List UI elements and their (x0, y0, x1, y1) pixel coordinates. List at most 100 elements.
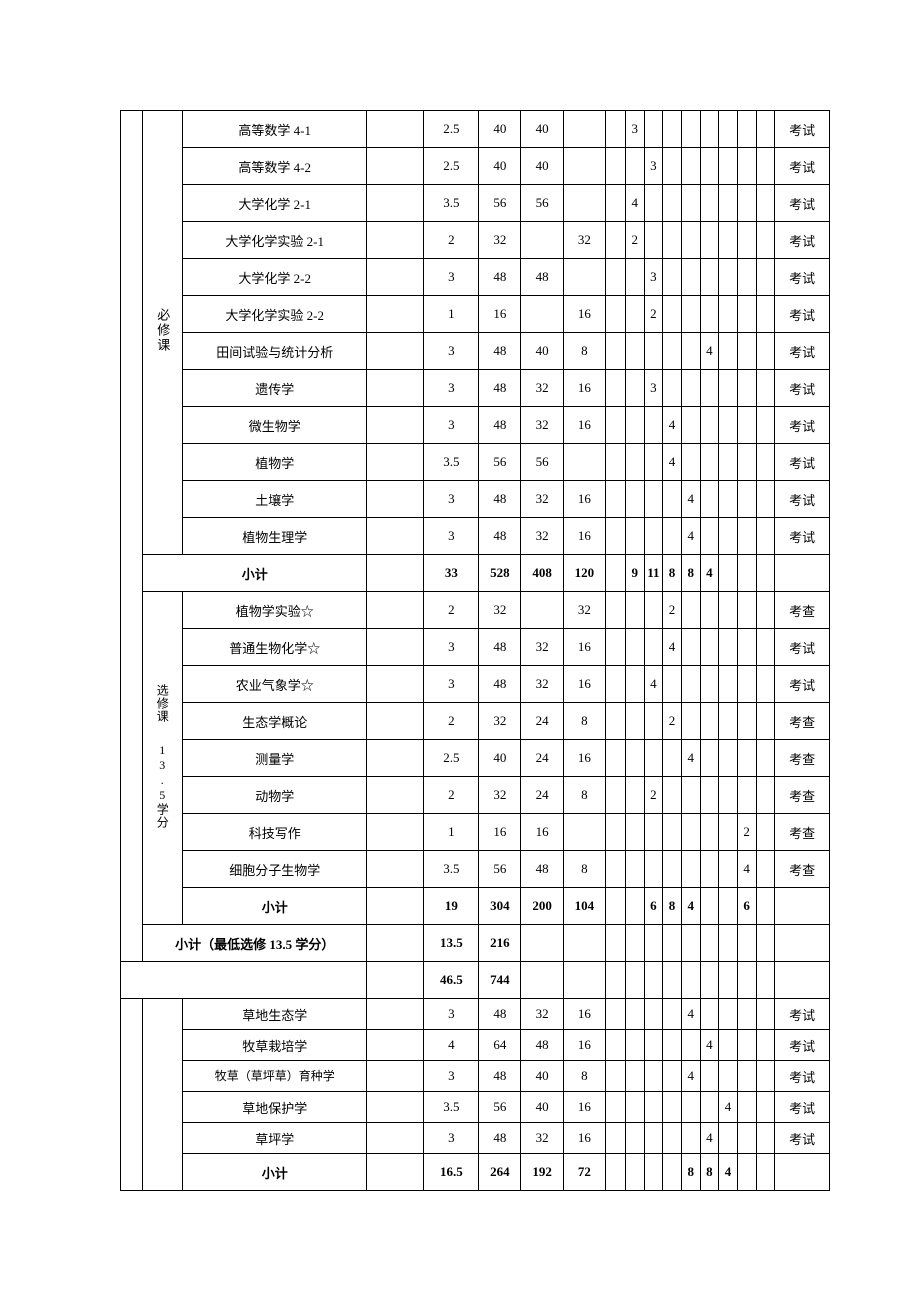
hours-lecture: 48 (521, 1030, 563, 1061)
course-name: 大学化学实验 2-2 (183, 296, 367, 333)
hours-lab: 16 (563, 1123, 605, 1154)
hours-lecture: 192 (521, 1154, 563, 1191)
sem-2 (644, 185, 663, 222)
assess (775, 888, 830, 925)
hours-lecture: 40 (521, 148, 563, 185)
sem-7 (737, 222, 756, 259)
hours-lab (563, 814, 605, 851)
hours-total: 16 (479, 814, 521, 851)
hours-total: 48 (479, 666, 521, 703)
hours-other (606, 481, 626, 518)
sem-2: 11 (644, 555, 663, 592)
sem-4 (681, 962, 700, 999)
sem-1 (625, 851, 644, 888)
sem-2 (644, 518, 663, 555)
hours-lecture: 24 (521, 777, 563, 814)
sem-8 (756, 481, 775, 518)
sem-1: 2 (625, 222, 644, 259)
sem-1 (625, 740, 644, 777)
sem-4 (681, 222, 700, 259)
sem-8 (756, 962, 775, 999)
hours-total: 48 (479, 370, 521, 407)
hours-lecture (521, 962, 563, 999)
sem-5 (700, 1061, 719, 1092)
sem-6 (719, 296, 738, 333)
sem-8 (756, 370, 775, 407)
hours-total: 40 (479, 148, 521, 185)
sem-7 (737, 999, 756, 1030)
hours-lab: 72 (563, 1154, 605, 1191)
sem-4 (681, 444, 700, 481)
sem-5 (700, 814, 719, 851)
min-subtotal-label: 小计（最低选修 13.5 学分） (143, 925, 367, 962)
sem-2 (644, 925, 663, 962)
sem-2 (644, 444, 663, 481)
sem-1 (625, 1154, 644, 1191)
credit: 1 (424, 296, 479, 333)
hours-lab: 32 (563, 592, 605, 629)
sem-8 (756, 111, 775, 148)
hours-lab: 8 (563, 703, 605, 740)
sem-7 (737, 925, 756, 962)
hours-other (606, 814, 626, 851)
sem-3 (663, 740, 682, 777)
sem-1 (625, 925, 644, 962)
sem-2 (644, 1061, 663, 1092)
sem-3 (663, 1154, 682, 1191)
hours-total: 48 (479, 629, 521, 666)
hours-lab (563, 148, 605, 185)
sem-3 (663, 666, 682, 703)
hours-lecture: 40 (521, 333, 563, 370)
hours-other (606, 259, 626, 296)
hours-total: 48 (479, 999, 521, 1030)
sem-1 (625, 1092, 644, 1123)
hours-total: 32 (479, 222, 521, 259)
sem-4 (681, 777, 700, 814)
hours-other (606, 962, 626, 999)
sem-7 (737, 666, 756, 703)
hours-other (606, 1154, 626, 1191)
sem-8 (756, 592, 775, 629)
credit: 3 (424, 1061, 479, 1092)
sem-5 (700, 518, 719, 555)
credit: 2 (424, 703, 479, 740)
sem-5 (700, 777, 719, 814)
hours-lecture: 40 (521, 1092, 563, 1123)
blank (367, 851, 424, 888)
sem-8 (756, 666, 775, 703)
sem-3 (663, 259, 682, 296)
sem-5: 4 (700, 555, 719, 592)
hours-other (606, 1061, 626, 1092)
blank (367, 1154, 424, 1191)
hours-lecture: 40 (521, 1061, 563, 1092)
hours-lab (563, 962, 605, 999)
sem-4: 4 (681, 518, 700, 555)
hours-total: 264 (479, 1154, 521, 1191)
hours-lecture (521, 222, 563, 259)
sem-4 (681, 629, 700, 666)
sem-5: 4 (700, 1123, 719, 1154)
hours-other (606, 1092, 626, 1123)
required-label: 必修课 (143, 111, 183, 555)
sem-7 (737, 148, 756, 185)
hours-lab (563, 111, 605, 148)
subtotal-label: 小计 (143, 555, 367, 592)
sem-6 (719, 851, 738, 888)
hours-lab: 8 (563, 851, 605, 888)
sem-5 (700, 481, 719, 518)
hours-total: 48 (479, 481, 521, 518)
course-name: 大学化学实验 2-1 (183, 222, 367, 259)
sem-8 (756, 296, 775, 333)
assess: 考查 (775, 703, 830, 740)
sem-5 (700, 111, 719, 148)
sem-5 (700, 888, 719, 925)
sem-3 (663, 999, 682, 1030)
blank (367, 370, 424, 407)
hours-other (606, 1030, 626, 1061)
sem-2 (644, 111, 663, 148)
hours-other (606, 222, 626, 259)
hours-other (606, 925, 626, 962)
sem-4 (681, 1092, 700, 1123)
course-name: 农业气象学☆ (183, 666, 367, 703)
hours-lab: 16 (563, 407, 605, 444)
